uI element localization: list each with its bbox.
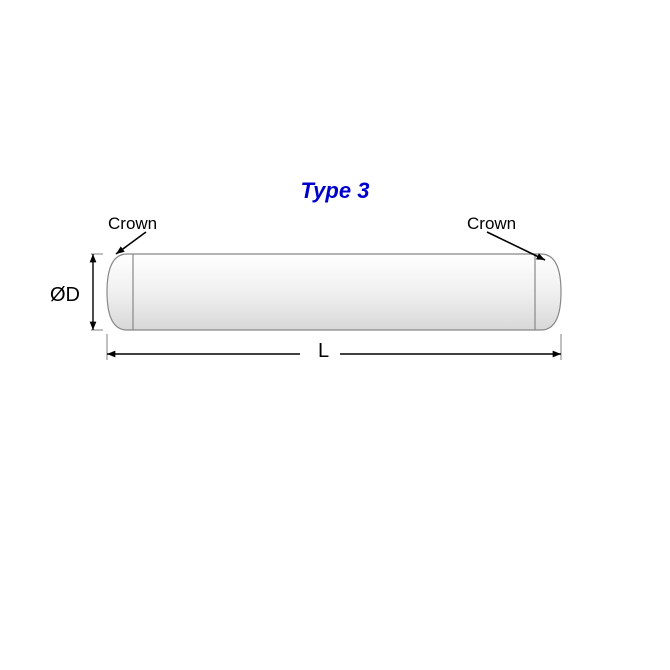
pin-body [107, 254, 561, 330]
diagram-svg [0, 0, 670, 670]
